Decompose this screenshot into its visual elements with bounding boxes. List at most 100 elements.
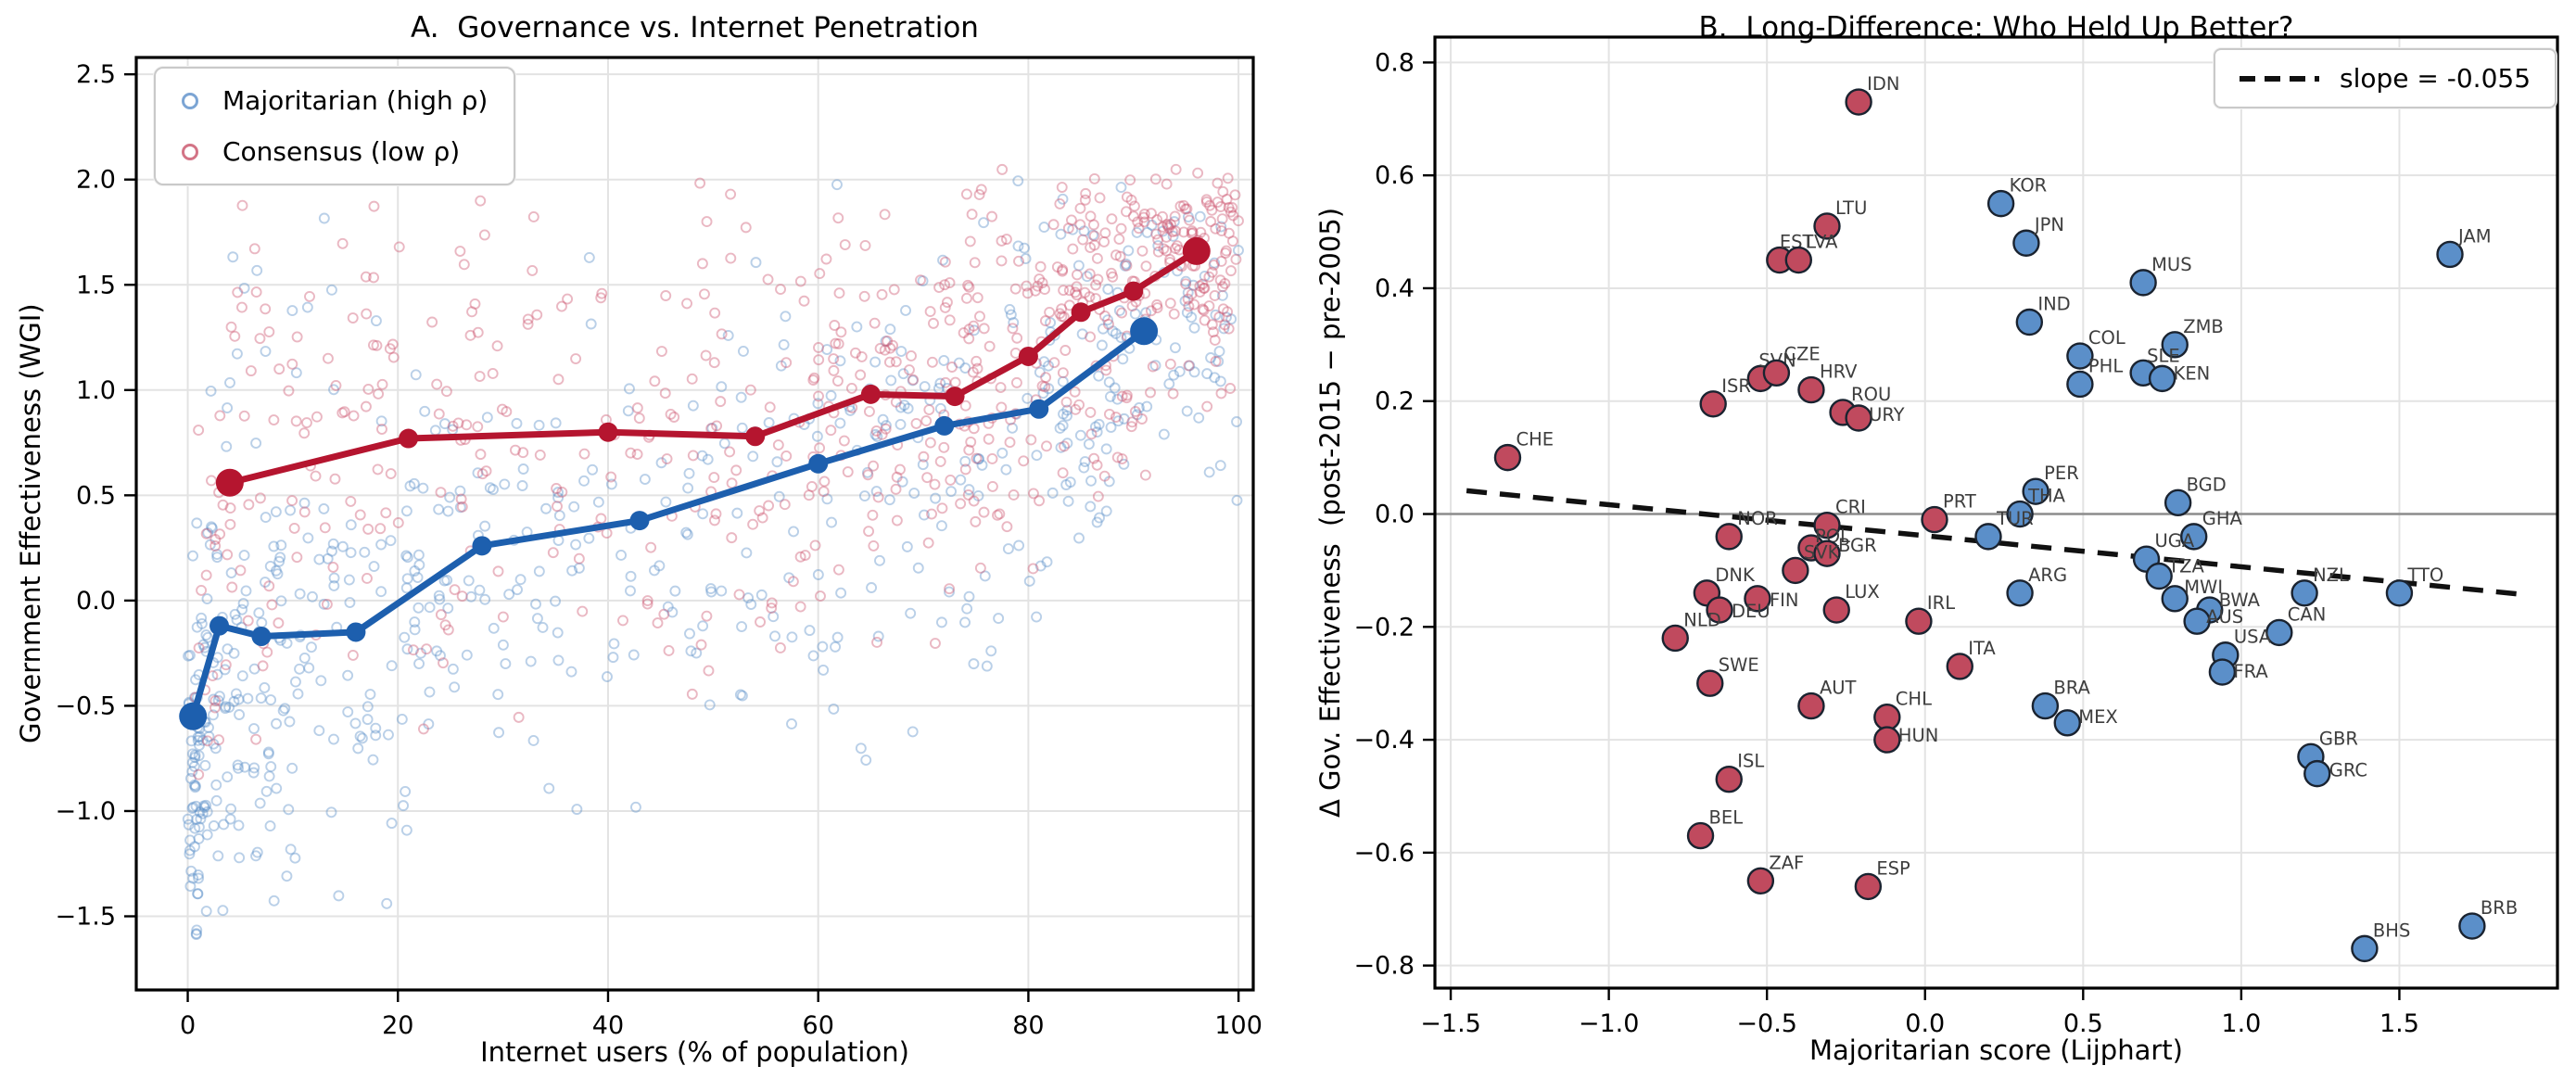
scatter-point xyxy=(641,598,654,610)
scatter-point xyxy=(970,515,982,527)
scatter-point xyxy=(291,552,303,564)
scatter-point xyxy=(1217,303,1229,315)
scatter-point xyxy=(1030,285,1041,297)
scatter-point xyxy=(197,800,209,812)
country-marker-GRC xyxy=(2303,759,2331,788)
scatter-point xyxy=(1212,177,1224,189)
scatter-point xyxy=(1161,245,1173,257)
scatter-point xyxy=(328,572,340,584)
scatter-point xyxy=(959,463,971,476)
scatter-point xyxy=(1223,227,1235,239)
y-tick-label: 0.5 xyxy=(76,481,116,510)
scatter-point xyxy=(208,709,219,721)
scatter-point xyxy=(1054,423,1066,434)
scatter-point xyxy=(189,780,201,792)
scatter-point xyxy=(185,865,197,877)
scatter-point xyxy=(930,638,941,649)
scatter-point xyxy=(488,622,500,634)
scatter-point xyxy=(766,603,778,615)
scatter-point xyxy=(1158,243,1170,255)
scatter-point xyxy=(1004,303,1016,315)
scatter-point xyxy=(530,598,541,610)
country-label-TZA: TZA xyxy=(2167,556,2204,577)
scatter-point xyxy=(704,583,717,595)
scatter-point xyxy=(924,437,936,449)
scatter-point xyxy=(307,590,318,603)
scatter-point xyxy=(1181,203,1193,215)
scatter-point xyxy=(243,499,255,511)
scatter-point xyxy=(874,554,885,566)
scatter-point xyxy=(475,195,487,207)
scatter-point xyxy=(1115,222,1127,235)
country-label-IDN: IDN xyxy=(1867,73,1899,95)
scatter-point xyxy=(233,819,245,831)
panel-a-xaxis-label: Internet users (% of population) xyxy=(480,1036,909,1068)
scatter-point xyxy=(325,806,337,818)
scatter-point xyxy=(898,400,910,412)
scatter-point xyxy=(934,402,946,414)
scatter-point xyxy=(1105,390,1116,402)
scatter-point xyxy=(311,411,323,423)
country-label-ZAF: ZAF xyxy=(1769,852,1804,873)
scatter-point xyxy=(1222,172,1234,184)
scatter-point xyxy=(871,637,882,648)
consensus-marker-icon xyxy=(182,143,198,160)
scatter-point xyxy=(1182,286,1194,298)
scatter-point xyxy=(944,314,956,326)
scatter-point xyxy=(960,188,972,200)
scatter-point xyxy=(273,363,286,375)
scatter-point xyxy=(1062,495,1074,507)
y-tick-label: 0.4 xyxy=(1375,274,1415,303)
scatter-point xyxy=(1209,290,1221,301)
scatter-point xyxy=(434,593,446,605)
scatter-point xyxy=(479,520,491,532)
scatter-point xyxy=(238,550,250,562)
scatter-point xyxy=(1038,222,1050,234)
scatter-point xyxy=(472,421,484,433)
scatter-point xyxy=(322,352,334,364)
scatter-point xyxy=(966,209,978,221)
scatter-point xyxy=(968,495,980,507)
country-label-GRC: GRC xyxy=(2329,760,2367,781)
y-tick-label: 1.0 xyxy=(76,376,116,405)
scatter-point xyxy=(552,654,565,666)
scatter-point xyxy=(301,417,312,428)
scatter-point xyxy=(228,647,240,659)
scatter-point xyxy=(821,344,833,355)
scatter-point xyxy=(185,735,197,747)
scatter-point xyxy=(1081,271,1093,283)
scatter-point xyxy=(1069,286,1081,298)
scatter-point xyxy=(1216,213,1228,225)
scatter-point xyxy=(1118,412,1130,425)
scatter-point xyxy=(543,782,555,794)
scatter-point xyxy=(513,711,525,723)
scatter-point xyxy=(270,506,282,518)
scatter-point xyxy=(262,746,274,758)
scatter-point xyxy=(552,487,564,499)
scatter-point xyxy=(747,450,759,463)
scatter-point xyxy=(949,376,961,388)
scatter-point xyxy=(1034,260,1047,273)
scatter-point xyxy=(888,284,900,296)
scatter-point xyxy=(1007,323,1019,335)
country-label-BRB: BRB xyxy=(2481,897,2518,919)
scatter-point xyxy=(1145,305,1157,317)
scatter-point xyxy=(882,335,894,347)
scatter-point xyxy=(368,561,380,573)
scatter-point xyxy=(811,430,823,442)
scatter-point xyxy=(788,526,800,538)
scatter-point xyxy=(190,800,202,812)
scatter-point xyxy=(571,804,583,816)
country-marker-JAM xyxy=(2436,240,2464,269)
scatter-point xyxy=(578,475,590,487)
scatter-point xyxy=(182,813,194,825)
scatter-point xyxy=(1010,376,1022,388)
scatter-point xyxy=(236,301,247,313)
scatter-point xyxy=(193,832,205,844)
trend-marker xyxy=(472,536,492,556)
scatter-point xyxy=(1167,230,1179,242)
scatter-point xyxy=(372,463,384,476)
scatter-point xyxy=(716,328,728,340)
scatter-point xyxy=(271,717,283,729)
country-label-ZMB: ZMB xyxy=(2183,316,2224,337)
